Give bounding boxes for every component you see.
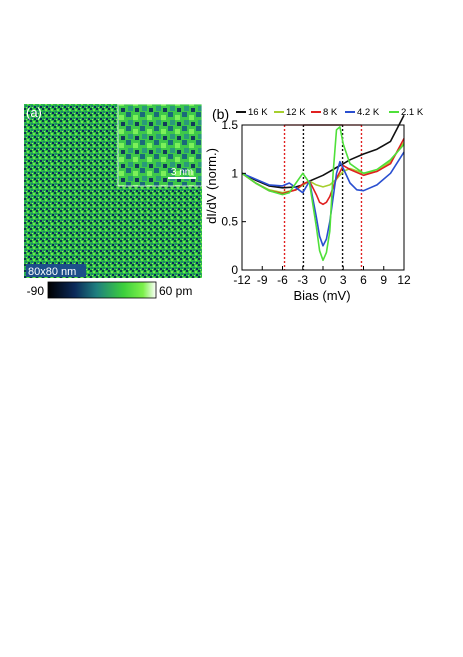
x-tick-label: 9: [380, 273, 387, 287]
chart-plot-area: [241, 114, 405, 270]
x-tick-label: -12: [233, 273, 251, 287]
series-line-16-K: [241, 114, 405, 189]
x-tick-label: 0: [320, 273, 327, 287]
x-tick-label: -6: [277, 273, 288, 287]
panel-a: 3 nm (a) 80x80 nm -90 60 pm: [24, 103, 203, 299]
legend-label: 8 K: [323, 107, 338, 118]
legend-label: 12 K: [286, 107, 306, 118]
size-label-box: [26, 264, 86, 277]
panel-a-label: (a): [26, 105, 42, 120]
legend: 16 K 12 K 8 K 4.2 K 2.1 K: [236, 107, 424, 118]
x-tick-label: -3: [297, 273, 308, 287]
inset-scalebar-label: 3 nm: [171, 167, 193, 178]
x-tick-label: 3: [340, 273, 347, 287]
y-axis-label: dI/dV (norm.): [204, 148, 219, 224]
series-line-2.1-K: [241, 126, 405, 262]
x-axis-label: Bias (mV): [293, 288, 350, 303]
x-tick-label: 12: [397, 273, 411, 287]
colorbar: [47, 281, 157, 299]
series-line-4.2-K: [241, 151, 405, 247]
x-tick-label: 6: [360, 273, 367, 287]
size-label: 80x80 nm: [28, 266, 76, 278]
colorbar-max-label: 60 pm: [159, 284, 192, 298]
x-tick-label: -9: [257, 273, 268, 287]
y-tick-label: 1.5: [221, 118, 238, 132]
stm-inset-image: [117, 103, 203, 187]
legend-label: 2.1 K: [401, 107, 424, 118]
legend-label: 4.2 K: [357, 107, 380, 118]
y-tick-label: 1: [231, 166, 238, 180]
colorbar-min-label: -90: [27, 284, 45, 298]
y-tick-label: 0: [231, 263, 238, 277]
y-tick-label: 0.5: [221, 215, 238, 229]
series-line-8-K: [241, 138, 405, 206]
panel-b-label: (b): [212, 106, 229, 122]
legend-label: 16 K: [248, 107, 268, 118]
